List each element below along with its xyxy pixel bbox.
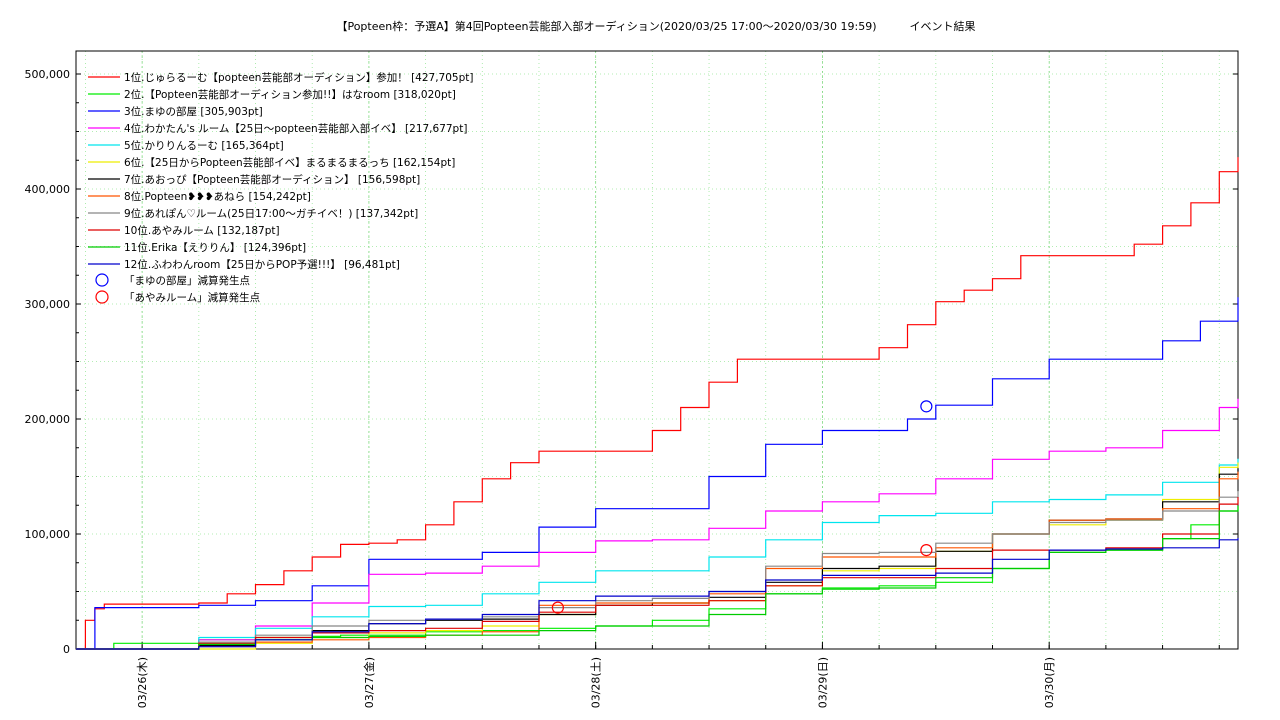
series-line-1: [76, 157, 1239, 650]
legend-label-4: 4位.わかたん's ルーム【25日～popteen芸能部入部イベ】 [217,6…: [124, 122, 467, 135]
x-axis: 03/26(木) 03/27(金) 03/28(土) 03/29(日) 03/30(月): [84, 642, 1220, 708]
legend-label-5: 5位.かりりんるーむ [165,364pt]: [124, 139, 284, 152]
legend-marker-1: [95, 273, 109, 287]
x-tick-label: 03/29(日): [816, 657, 829, 708]
decrement-marker-1: [920, 400, 933, 413]
series-lines: [76, 157, 1239, 650]
legend-label-7: 7位.あおっぴ【Popteen芸能部オーディション】 [156,598pt]: [124, 173, 420, 186]
series-line-2: [76, 505, 1239, 650]
x-tick-label: 03/30(月): [1043, 657, 1056, 708]
y-tick-label: 400,000: [25, 183, 71, 196]
legend-marker-2: [95, 290, 109, 304]
legend-label-9: 9位.あれぽん♡ルーム(25日17:00～ガチイベ！) [137,342pt]: [124, 207, 418, 220]
legend-label-10: 10位.あやみルーム [132,187pt]: [124, 224, 280, 237]
series-line-5: [76, 458, 1239, 650]
legend-marker-label-2: 「あやみルーム」減算発生点: [124, 291, 260, 304]
legend-label-8: 8位.Popteen❥❥❥あねら [154,242pt]: [124, 190, 311, 203]
y-axis: 0 100,000 200,000 300,000 400,000 500,000: [25, 68, 1238, 656]
y-tick-label: 500,000: [25, 68, 71, 81]
legend-label-6: 6位.【25日からPopteen芸能部イベ】まるまるまるっち [162,154p…: [124, 156, 455, 169]
x-tick-label: 03/27(金): [362, 657, 376, 708]
chart-title: 【Popteen枠：予選A】第4回Popteen芸能部入部オーディション(202…: [336, 19, 975, 33]
y-tick-label: 300,000: [25, 298, 71, 311]
legend-label-11: 11位.Erika【えりりん】 [124,396pt]: [124, 241, 306, 254]
series-line-9: [76, 491, 1239, 650]
legend-label-12: 12位.ふわわんroom【25日からPOP予選!!!】 [96,481pt]: [124, 258, 400, 271]
series-line-7: [76, 468, 1239, 650]
series-line-6: [76, 462, 1239, 650]
series-line-10: [76, 497, 1239, 650]
x-tick-label: 03/26(木): [136, 657, 149, 708]
decrement-marker-2: [551, 601, 564, 614]
y-tick-label: 100,000: [25, 528, 71, 541]
series-line-3: [76, 297, 1239, 650]
plot-frame: [75, 50, 1239, 650]
decrement-markers: [551, 400, 933, 614]
legend-label-2: 2位.【Popteen芸能部オーディション参加!!】はなroom [318,02…: [124, 88, 456, 101]
legend-marker-label-1: 「まゆの部屋」減算発生点: [124, 274, 250, 287]
y-tick-label: 0: [63, 643, 70, 656]
legend-label-1: 1位.じゅらるーむ【popteen芸能部オーディション】参加！ [427,705…: [124, 71, 473, 84]
series-line-4: [76, 398, 1239, 650]
series-line-11: [76, 505, 1239, 650]
series-line-12: [76, 538, 1239, 650]
legend: 1位.じゅらるーむ【popteen芸能部オーディション】参加！ [427,705…: [88, 71, 473, 304]
decrement-marker-3: [920, 543, 933, 557]
y-tick-label: 200,000: [25, 413, 71, 426]
x-tick-label: 03/28(土): [590, 657, 603, 708]
series-line-8: [76, 471, 1239, 650]
legend-label-3: 3位.まゆの部屋 [305,903pt]: [124, 105, 263, 118]
